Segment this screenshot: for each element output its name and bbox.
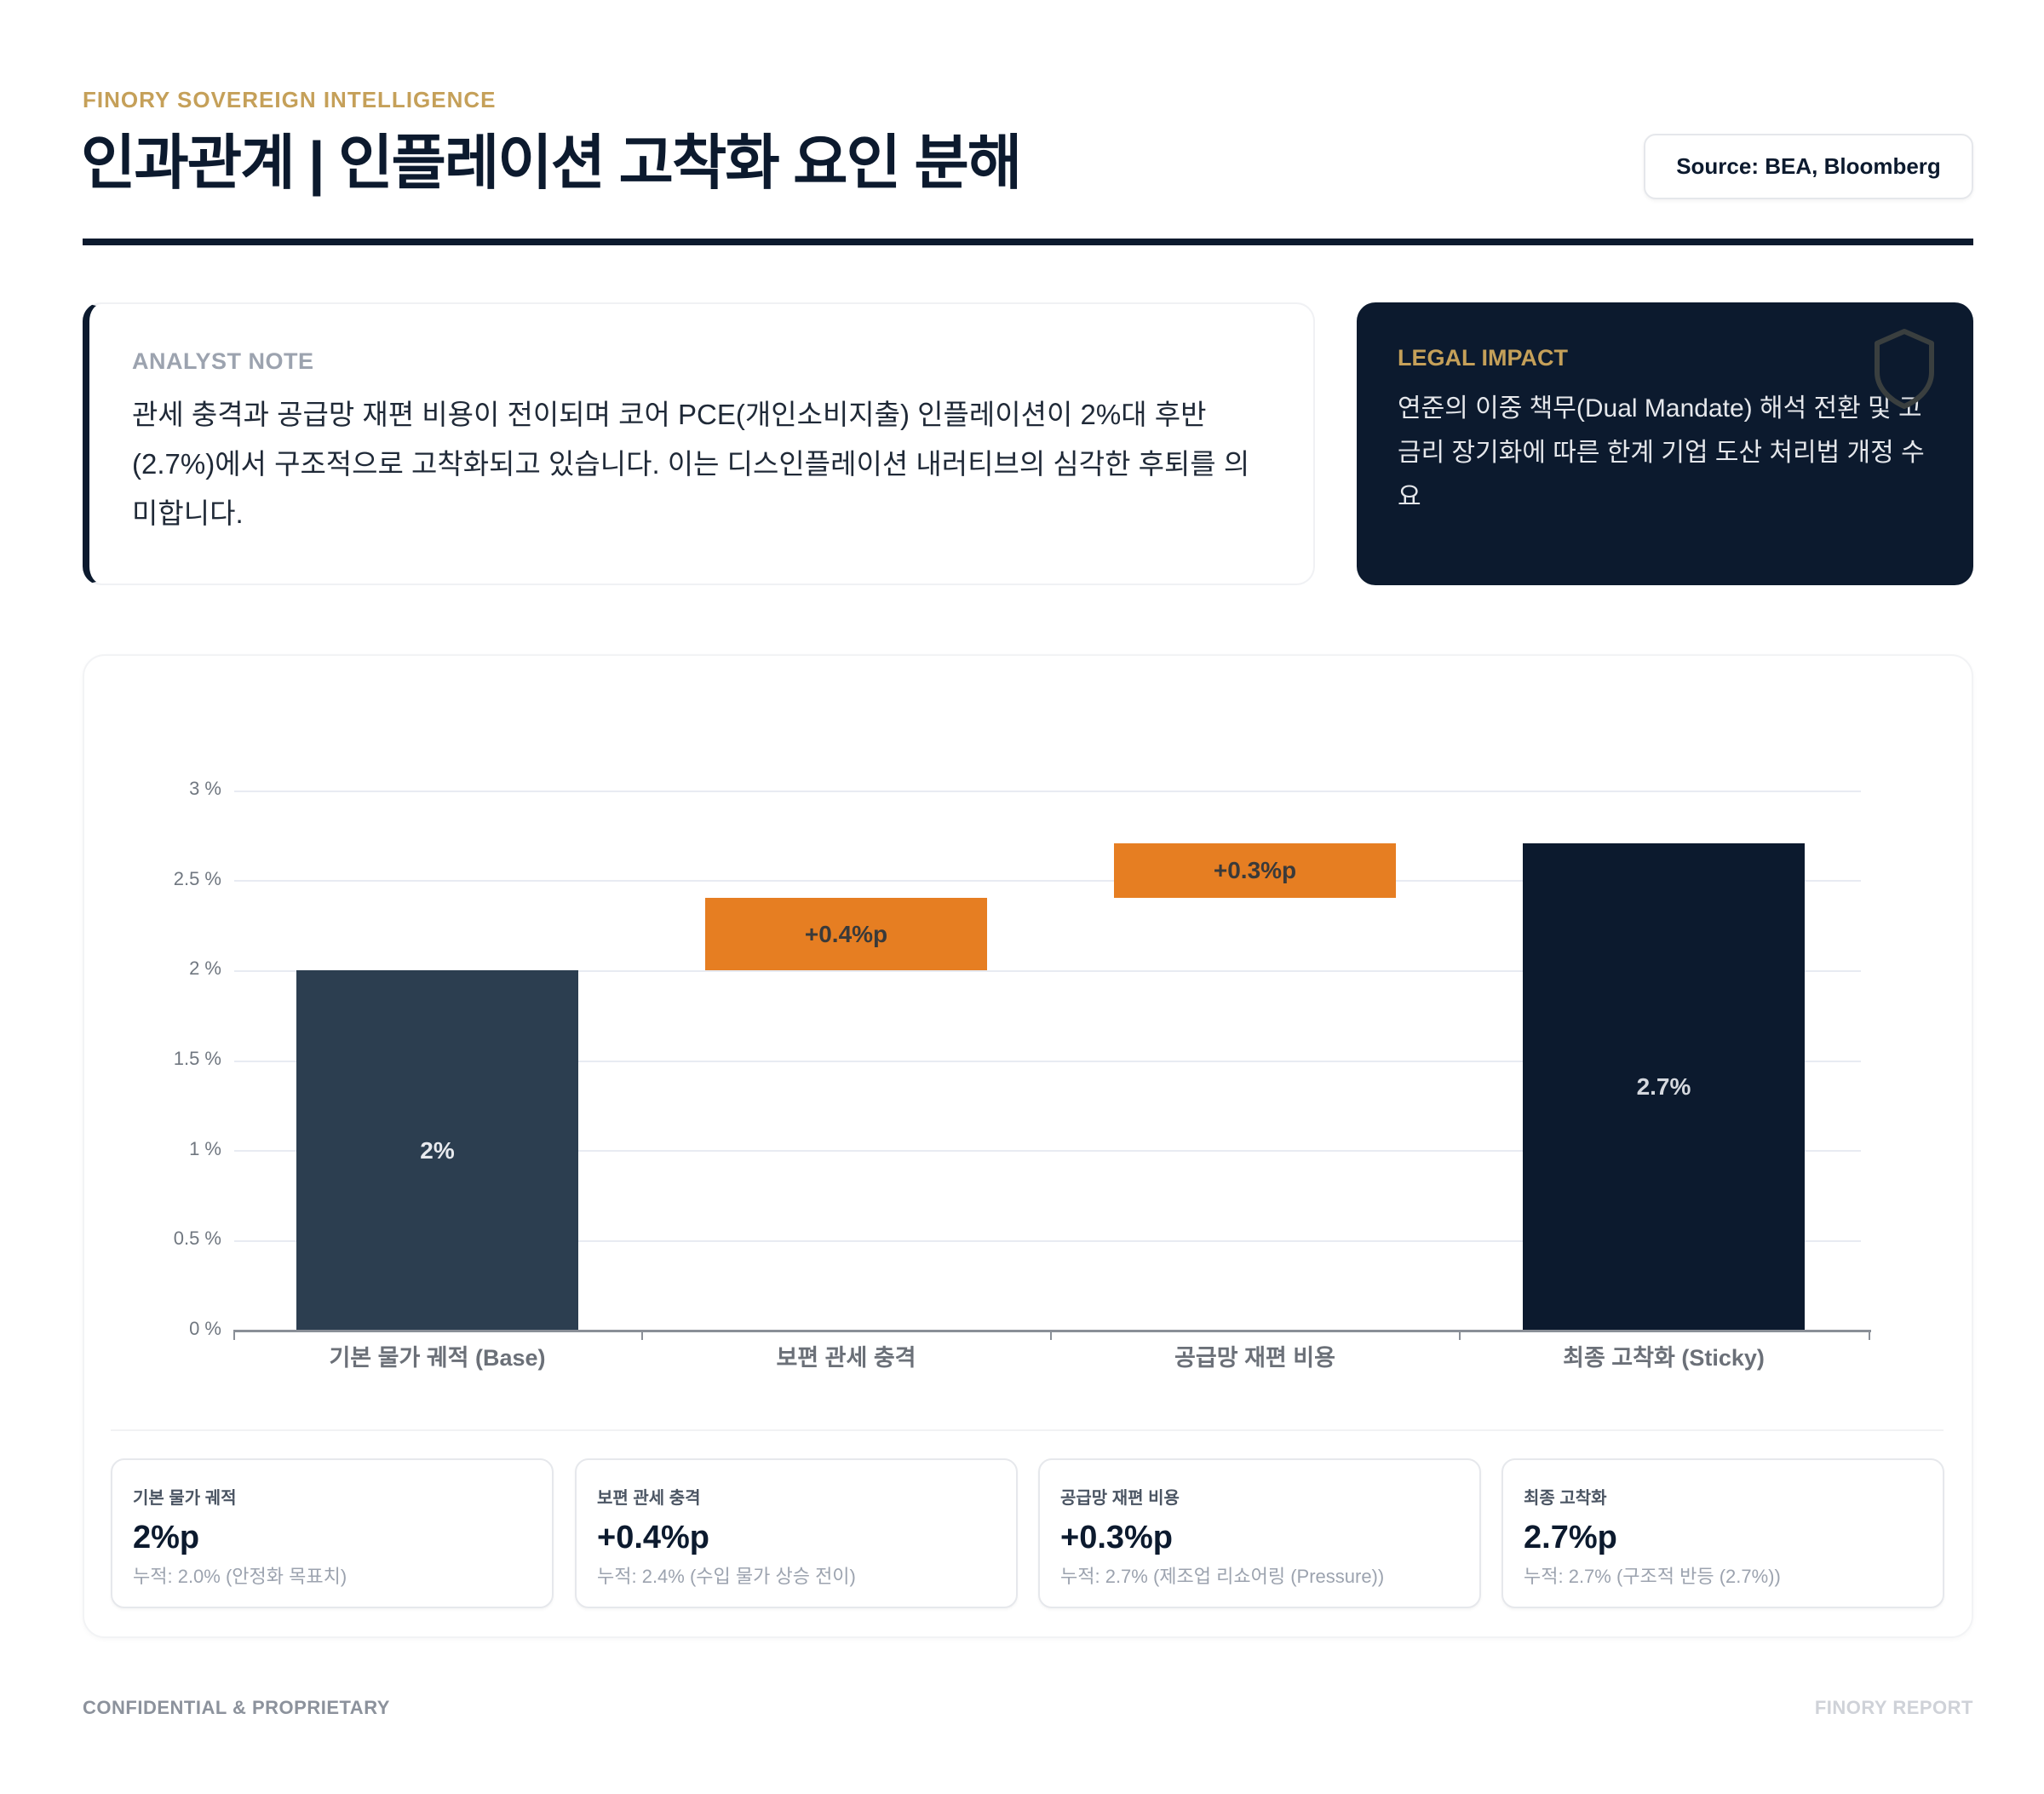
y-tick: 1.5 % <box>173 1048 221 1069</box>
stat-label: 기본 물가 궤적 <box>133 1489 237 1508</box>
gridline <box>234 1061 1861 1062</box>
bar-label: +0.4%p <box>804 920 888 947</box>
x-axis <box>234 1330 1871 1332</box>
gridline <box>234 880 1861 882</box>
chart-divider <box>111 1429 1944 1431</box>
x-label: 기본 물가 궤적 (Base) <box>329 1345 546 1371</box>
x-tick <box>1869 1330 1870 1340</box>
stat-card-supply-chain: 공급망 재편 비용 +0.3%p 누적: 2.7% (제조업 리쇼어링 (Pre… <box>1038 1458 1481 1608</box>
x-tick <box>233 1330 235 1340</box>
stat-value: 2.7%p <box>1524 1520 1617 1555</box>
bar-supply-chain: +0.3%p <box>1114 843 1396 898</box>
x-tick <box>641 1330 643 1340</box>
y-tick: 2 % <box>189 957 221 979</box>
gridline <box>234 970 1861 972</box>
x-tick <box>1050 1330 1052 1340</box>
bar-base: 2% <box>296 970 578 1331</box>
bar-label: 2% <box>420 1136 455 1164</box>
stat-label: 공급망 재편 비용 <box>1060 1489 1180 1508</box>
y-tick: 2.5 % <box>173 868 221 889</box>
analyst-note-label: ANALYST NOTE <box>132 348 314 374</box>
stat-sub: 누적: 2.7% (제조업 리쇼어링 (Pressure)) <box>1060 1566 1385 1587</box>
bar-tariff-shock: +0.4%p <box>705 898 987 970</box>
legal-impact-text: 연준의 이중 책무(Dual Mandate) 해석 전환 및 고금리 장기화에… <box>1398 394 1925 511</box>
footer-confidential: CONFIDENTIAL & PROPRIETARY <box>83 1697 390 1718</box>
shield-icon <box>1875 329 1934 409</box>
gridline <box>234 1240 1861 1242</box>
bar-label: +0.3%p <box>1213 857 1297 883</box>
stat-sub: 누적: 2.4% (수입 물가 상승 전이) <box>597 1566 856 1587</box>
analyst-note-card: ANALYST NOTE 관세 충격과 공급망 재편 비용이 전이되며 코어 P… <box>83 302 1315 585</box>
stat-label: 보편 관세 충격 <box>597 1489 701 1508</box>
footer-brand: FINORY REPORT <box>1814 1697 1973 1718</box>
stat-sub: 누적: 2.0% (안정화 목표치) <box>133 1566 347 1587</box>
source-badge: Source: BEA, Bloomberg <box>1644 134 1973 199</box>
bar-label: 2.7% <box>1636 1073 1691 1100</box>
page-title: 인과관계 | 인플레이션 고착화 요인 분해 <box>81 129 1022 196</box>
y-tick: 1 % <box>189 1138 221 1159</box>
stat-value: 2%p <box>133 1520 200 1555</box>
y-tick: 0.5 % <box>173 1228 221 1249</box>
legal-impact-label: LEGAL IMPACT <box>1398 345 1568 371</box>
stat-label: 최종 고착화 <box>1524 1489 1607 1508</box>
x-label: 보편 관세 충격 <box>776 1345 916 1371</box>
stat-sub: 누적: 2.7% (구조적 반등 (2.7%)) <box>1524 1566 1781 1587</box>
x-label: 최종 고착화 (Sticky) <box>1563 1345 1765 1371</box>
y-tick: 3 % <box>189 778 221 799</box>
stat-card-base: 기본 물가 궤적 2%p 누적: 2.0% (안정화 목표치) <box>111 1458 554 1608</box>
gridline <box>234 1150 1861 1152</box>
legal-impact-card: LEGAL IMPACT 연준의 이중 책무(Dual Mandate) 해석 … <box>1357 302 1973 585</box>
title-divider <box>83 239 1973 245</box>
bar-sticky: 2.7% <box>1523 843 1805 1331</box>
stat-value: +0.3%p <box>1060 1520 1174 1555</box>
analyst-note-text: 관세 충격과 공급망 재편 비용이 전이되며 코어 PCE(개인소비지출) 인플… <box>132 399 1250 529</box>
gridline <box>234 791 1861 792</box>
brand-eyebrow: FINORY SOVEREIGN INTELLIGENCE <box>83 87 497 112</box>
stat-card-tariff: 보편 관세 충격 +0.4%p 누적: 2.4% (수입 물가 상승 전이) <box>575 1458 1018 1608</box>
y-tick: 0 % <box>189 1318 221 1339</box>
x-label: 공급망 재편 비용 <box>1174 1345 1335 1371</box>
x-tick <box>1459 1330 1461 1340</box>
stat-card-sticky: 최종 고착화 2.7%p 누적: 2.7% (구조적 반등 (2.7%)) <box>1501 1458 1944 1608</box>
waterfall-chart: 0 % 0.5 % 1 % 1.5 % 2 % 2.5 % 3 % 2% +0.… <box>173 778 1871 1371</box>
stat-value: +0.4%p <box>597 1520 710 1555</box>
